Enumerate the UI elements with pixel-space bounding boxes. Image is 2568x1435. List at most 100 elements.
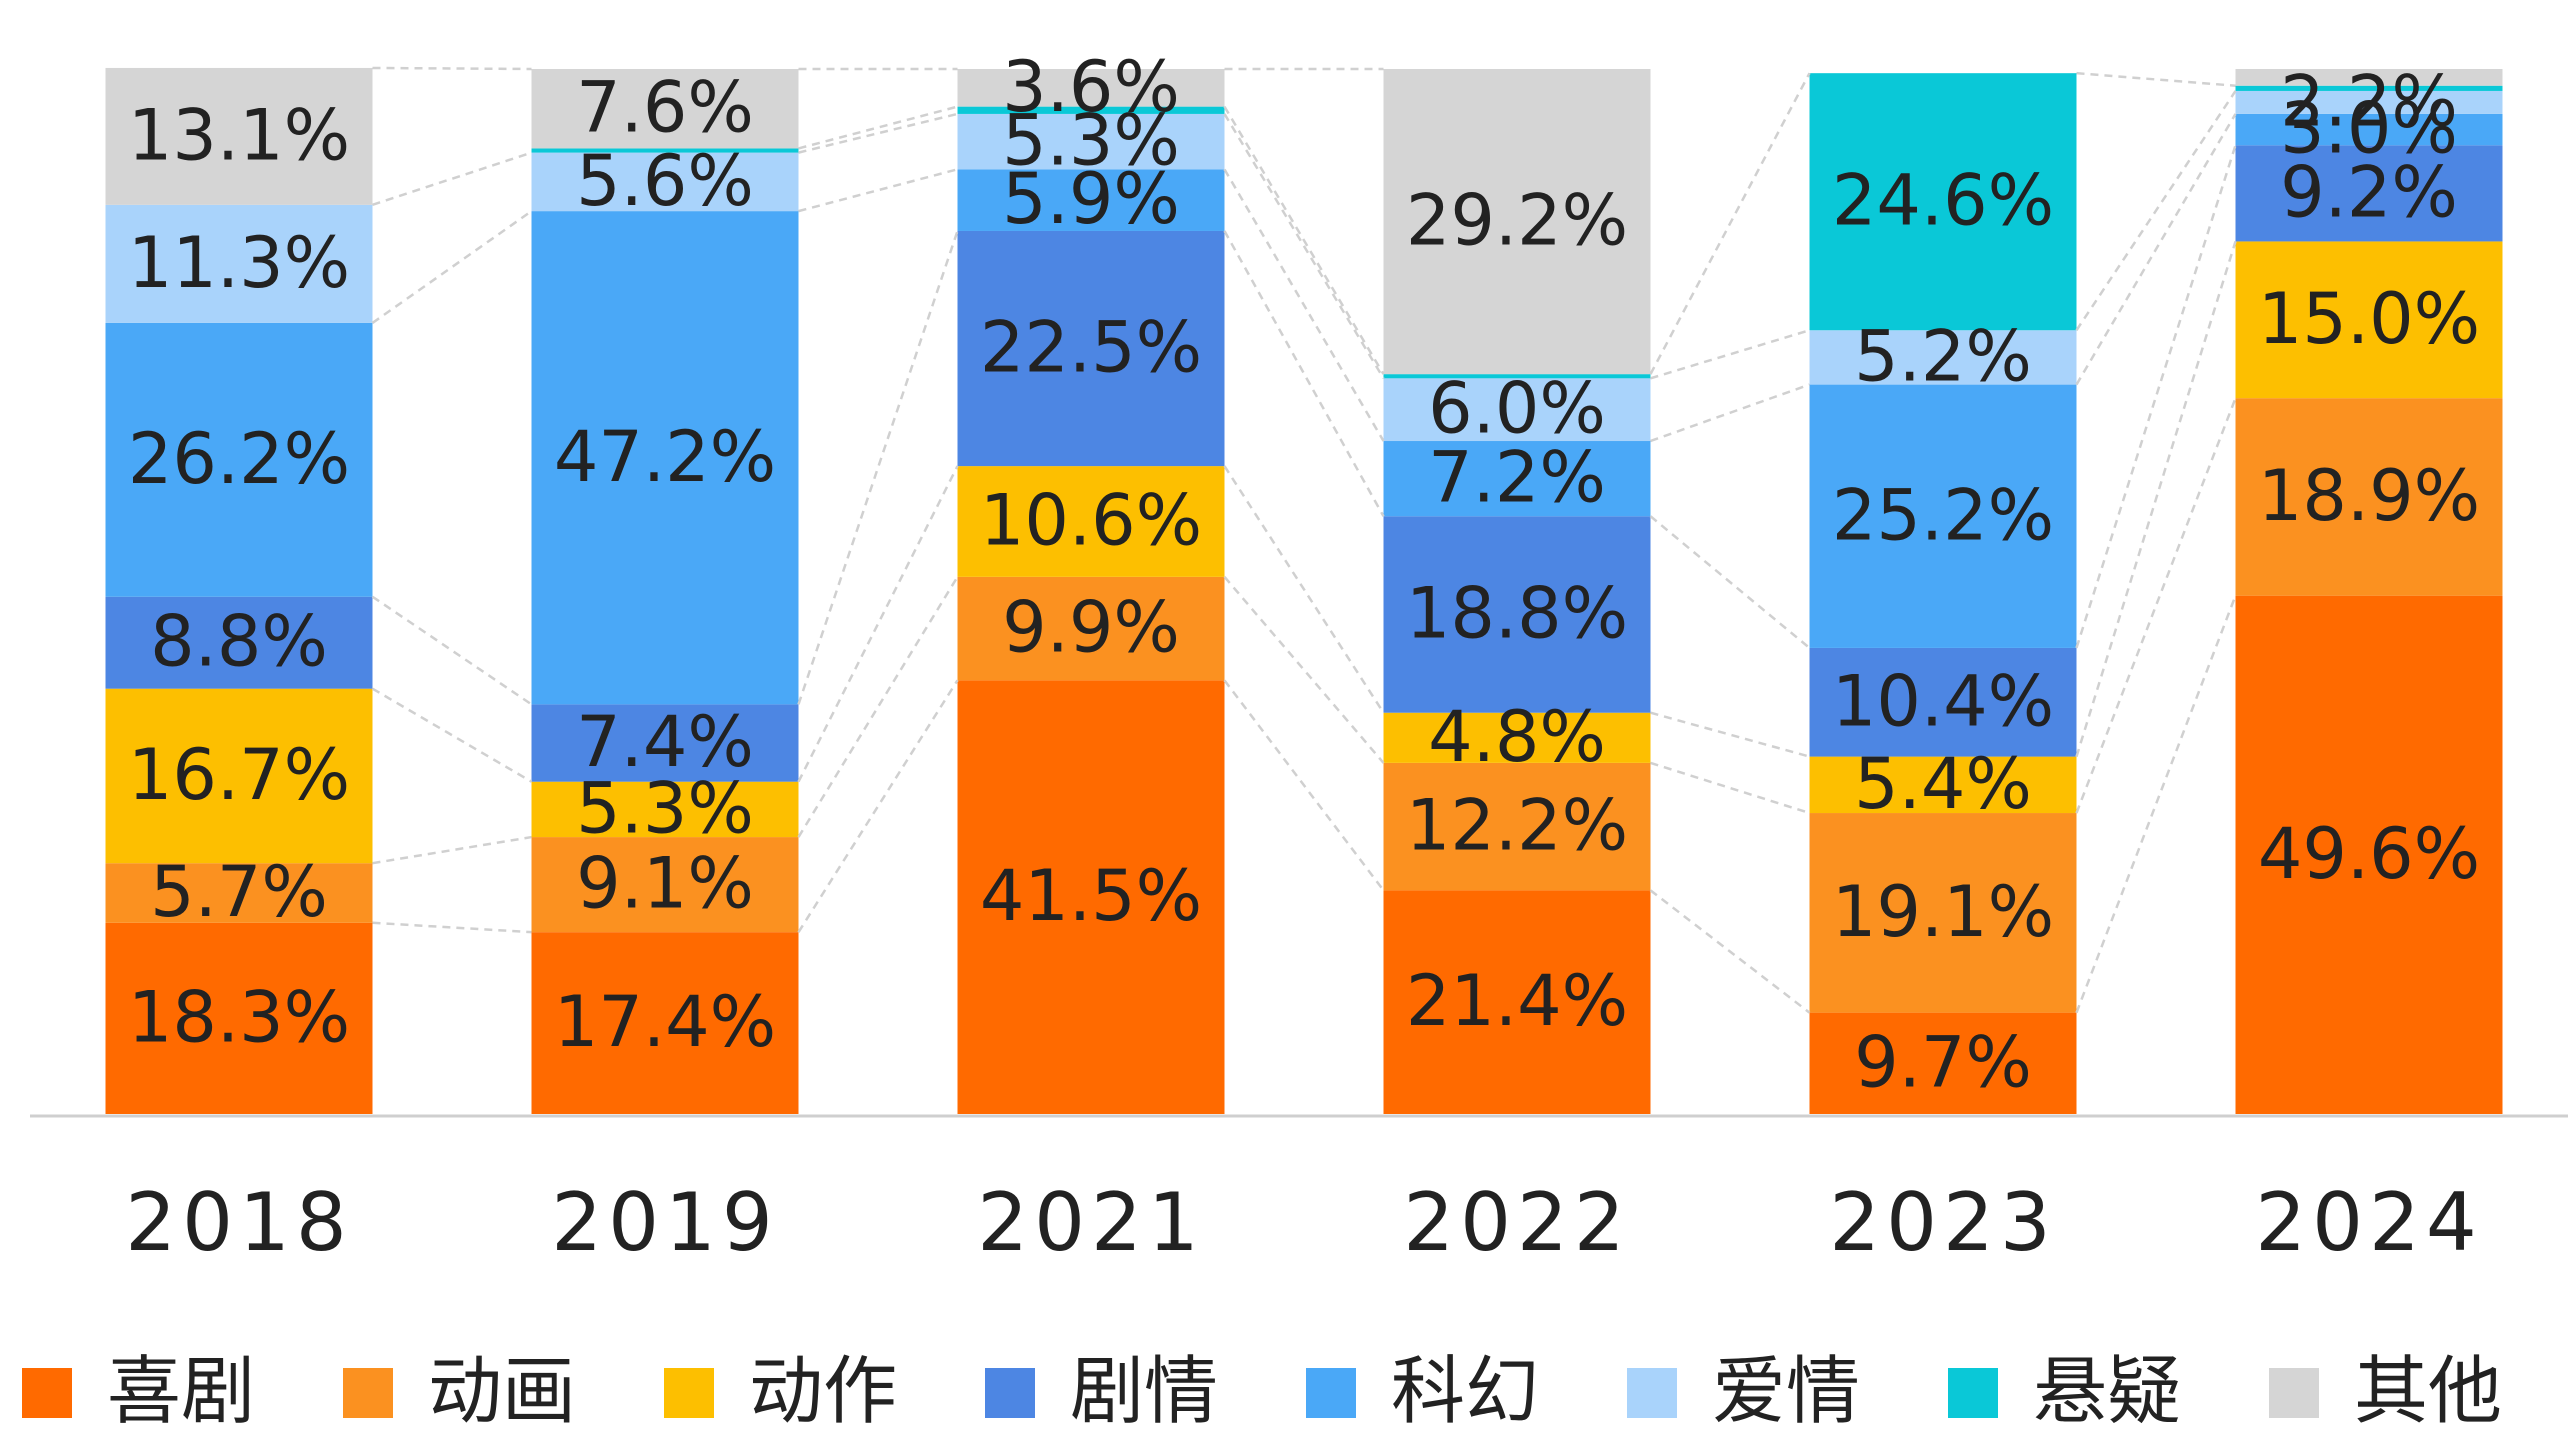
connector xyxy=(2075,90,2237,331)
bar-segment xyxy=(957,113,1225,170)
connector xyxy=(1650,329,1810,380)
connector xyxy=(372,835,532,865)
data-label: 5.6% xyxy=(576,140,754,222)
bar-segment xyxy=(105,204,373,323)
connector xyxy=(1650,761,1810,815)
legend-label: 爱情 xyxy=(1712,1349,1860,1435)
legend-label: 悬疑 xyxy=(2033,1349,2181,1435)
data-label: 26.2% xyxy=(128,418,350,500)
connector xyxy=(2075,113,2237,386)
data-label: 6.0% xyxy=(1428,368,1606,450)
x-tick-label: 2019 xyxy=(551,1176,779,1269)
bar-segment xyxy=(1809,813,2077,1013)
connector xyxy=(372,151,532,207)
bar-segment xyxy=(531,781,799,838)
bar-segment xyxy=(957,69,1225,107)
bar-segment xyxy=(957,106,1225,114)
data-label: 7.2% xyxy=(1428,437,1606,519)
bar-segment xyxy=(1383,374,1651,379)
data-label: 8.8% xyxy=(150,601,328,683)
legend-label: 动作 xyxy=(749,1349,897,1435)
legend-swatch xyxy=(1948,1368,1998,1418)
bar-segment xyxy=(531,211,799,705)
connector xyxy=(797,576,959,838)
bar-segment xyxy=(2235,241,2503,399)
bar-segment xyxy=(105,863,373,923)
bar-segment xyxy=(1383,378,1651,442)
bar-segment xyxy=(531,148,799,153)
connector xyxy=(1223,105,1385,375)
data-label: 9.2% xyxy=(2280,151,2458,233)
connector xyxy=(797,230,959,705)
bar-segment xyxy=(2235,398,2503,596)
bar-segment xyxy=(105,688,373,864)
data-label: 17.4% xyxy=(554,981,776,1063)
data-label: 9.7% xyxy=(1854,1021,2032,1103)
data-label: 5.4% xyxy=(1854,743,2032,825)
connector xyxy=(371,595,533,706)
data-label: 12.2% xyxy=(1406,785,1628,867)
data-label: 22.5% xyxy=(980,307,1202,389)
data-label: 19.1% xyxy=(1832,871,2054,953)
connector xyxy=(371,687,533,783)
connector xyxy=(797,465,959,783)
connector xyxy=(371,210,533,324)
legend-swatch xyxy=(664,1368,714,1418)
bar-segment xyxy=(105,322,373,597)
connector xyxy=(1649,515,1811,649)
bar-segment xyxy=(105,67,373,205)
connector xyxy=(1223,168,1385,442)
connector xyxy=(798,112,958,154)
connector xyxy=(2075,397,2237,814)
bar-segment xyxy=(2235,69,2503,86)
bar-segment xyxy=(2235,595,2503,1114)
legend-label: 科幻 xyxy=(1391,1349,1539,1435)
data-label: 21.4% xyxy=(1406,960,1628,1042)
data-label: 9.9% xyxy=(1002,587,1180,669)
bar-segment xyxy=(105,922,373,1114)
connector xyxy=(1650,383,1810,443)
data-label: 25.2% xyxy=(1832,474,2054,556)
data-label: 15.0% xyxy=(2258,278,2480,360)
legend-swatch xyxy=(1306,1368,1356,1418)
bar-segment xyxy=(1809,647,2077,757)
legend-swatch xyxy=(343,1368,393,1418)
data-label: 13.1% xyxy=(128,94,350,176)
data-label: 5.3% xyxy=(1002,100,1180,182)
x-tick-label: 2022 xyxy=(1403,1176,1631,1269)
connector xyxy=(1223,230,1385,517)
connector xyxy=(2075,595,2237,1014)
connector xyxy=(372,921,532,934)
bar-segment xyxy=(957,680,1225,1114)
bar-segment xyxy=(2235,85,2503,91)
data-label: 18.3% xyxy=(128,976,350,1058)
x-tick-label: 2018 xyxy=(125,1176,353,1269)
legend-swatch xyxy=(2269,1368,2319,1418)
legend-swatch xyxy=(22,1368,72,1418)
data-label: 41.5% xyxy=(980,855,1202,937)
connector xyxy=(1649,889,1811,1014)
bar-segment xyxy=(1383,441,1651,517)
data-label: 10.6% xyxy=(980,480,1202,562)
legend-label: 喜剧 xyxy=(107,1349,255,1435)
connector xyxy=(1223,576,1385,764)
x-tick-label: 2021 xyxy=(977,1176,1205,1269)
bar-segment xyxy=(1383,69,1651,375)
connector xyxy=(2075,241,2237,757)
bar-segment xyxy=(2235,113,2503,146)
bar-segment xyxy=(105,596,373,689)
connector xyxy=(2075,144,2237,649)
bar-segment xyxy=(957,169,1225,231)
bar-segment xyxy=(531,932,799,1114)
bar-segment xyxy=(1383,890,1651,1114)
legend-label: 剧情 xyxy=(1070,1349,1218,1435)
data-label: 5.9% xyxy=(1002,158,1180,240)
data-label: 10.4% xyxy=(1832,660,2054,742)
bar-segment xyxy=(1809,73,2077,331)
bar-segment xyxy=(2235,145,2503,242)
data-label: 16.7% xyxy=(128,734,350,816)
legend-swatch xyxy=(985,1368,1035,1418)
data-label: 5.7% xyxy=(150,851,328,933)
data-label: 47.2% xyxy=(554,416,776,498)
bar-segment xyxy=(2235,90,2503,114)
